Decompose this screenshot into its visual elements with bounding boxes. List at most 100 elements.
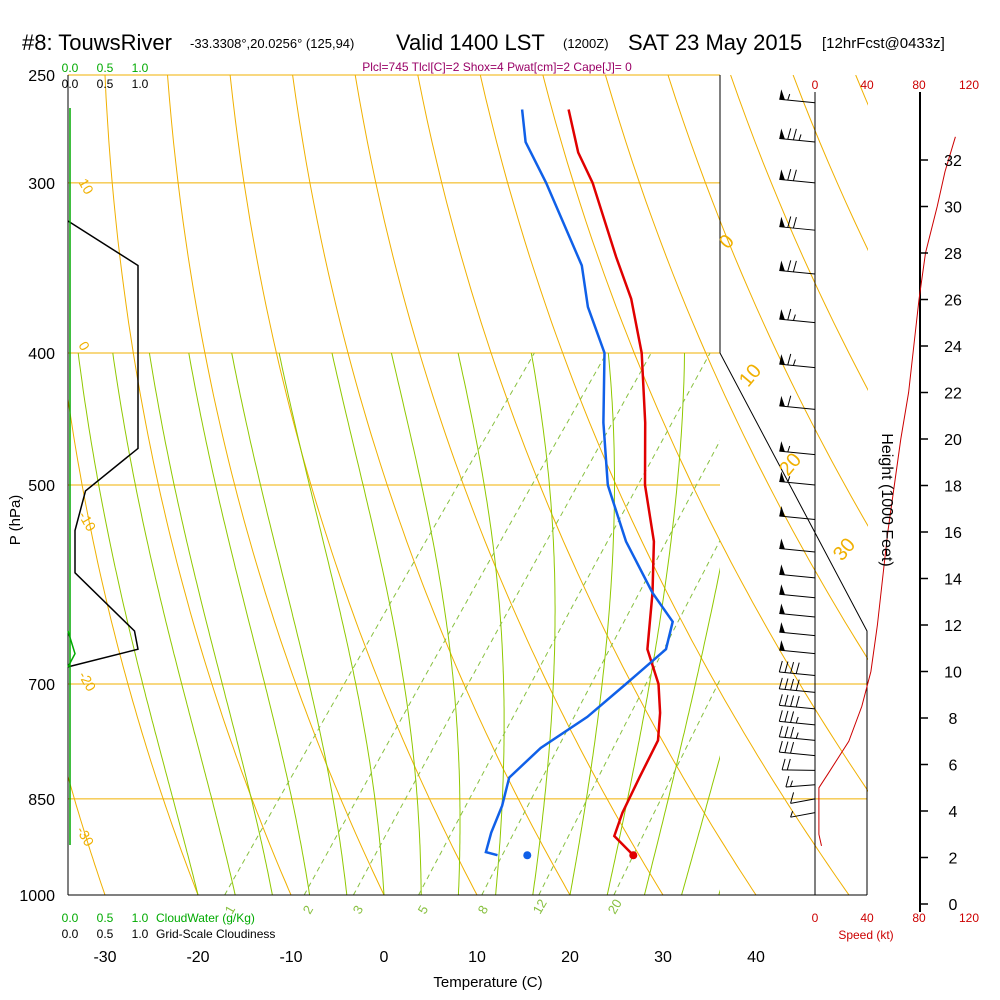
moist-adiabat-line — [681, 755, 720, 895]
dry-adiabats — [68, 75, 1000, 895]
surface-dewpoint-point — [523, 851, 532, 860]
moist-adiabat-line — [278, 352, 385, 895]
wind-barb — [779, 538, 816, 553]
height-tick-label: 22 — [944, 386, 962, 403]
temperature-tick-label: -20 — [186, 949, 209, 966]
speed-height-panel: 0246810121416182022242628303200404080801… — [812, 78, 980, 942]
moist-adiabat-line — [331, 352, 422, 895]
height-tick-label: 32 — [944, 153, 962, 170]
height-tick-label: 12 — [944, 618, 962, 635]
wind-barb — [778, 725, 816, 741]
wind-barb — [778, 710, 816, 726]
height-tick-label: 24 — [944, 339, 962, 356]
temperature-tick-label: 30 — [654, 949, 672, 966]
height-tick-label: 20 — [944, 432, 962, 449]
wind-barb — [779, 640, 816, 655]
cloudiness-panel — [67, 108, 139, 845]
cloud-scale-tick: 0.5 — [97, 911, 114, 925]
wind-barb — [779, 603, 816, 618]
plot-right-border — [719, 75, 868, 895]
mixing-ratio-label: 20 — [605, 896, 625, 916]
dry-adiabat-label: -20 — [75, 669, 99, 695]
mixing-ratio-lines — [224, 352, 720, 895]
wind-barb — [779, 216, 816, 231]
forecast-info: [12hrFcst@0433z] — [822, 35, 945, 52]
mixing-ratio-line — [303, 352, 608, 895]
sounding-profiles — [484, 109, 675, 860]
wind-barb — [779, 564, 816, 579]
sounding-parameters: Plcl=745 Tlcl[C]=2 Shox=4 Pwat[cm]=2 Cap… — [362, 60, 632, 74]
cloud-scale-tick: 1.0 — [132, 911, 149, 925]
dry-adiabat-line — [104, 75, 292, 895]
mixing-ratio-line — [418, 352, 711, 895]
cloud-scale-tick: 0.5 — [97, 77, 114, 91]
mixing-ratio-line — [481, 439, 720, 895]
cloudwater-label: CloudWater (g/Kg) — [156, 911, 255, 925]
cloudiness-line — [67, 220, 139, 668]
wind-barb — [785, 775, 816, 788]
cloud-scale-tick: 0.5 — [97, 61, 114, 75]
speed-tick-label: 80 — [912, 911, 926, 925]
dry-adiabat-line — [542, 75, 868, 792]
wind-barb — [779, 395, 816, 410]
moist-adiabat-line — [188, 352, 311, 895]
utc-time: (1200Z) — [563, 36, 609, 51]
height-tick-label: 4 — [949, 804, 958, 821]
moist-adiabats — [77, 352, 720, 895]
wind-barb — [778, 740, 816, 757]
chart-text: #8: TouwsRiver -33.3308°,20.0256° (125,94… — [7, 30, 945, 991]
station-title: #8: TouwsRiver — [22, 30, 172, 55]
temperature-profile-line — [567, 109, 662, 857]
station-coords: -33.3308°,20.0256° (125,94) — [190, 36, 354, 51]
wind-barb — [779, 471, 816, 486]
moist-adiabat-label: 10 — [735, 360, 766, 391]
height-tick-label: 30 — [944, 200, 962, 217]
height-tick-label: 16 — [944, 525, 962, 542]
cloud-scale-tick: 0.0 — [62, 61, 79, 75]
speed-tick-label: 40 — [860, 911, 874, 925]
pressure-tick-label: 250 — [28, 68, 55, 85]
speed-tick-label: 40 — [860, 78, 874, 92]
surface-temperature-point — [629, 851, 638, 860]
cloud-scale-tick: 0.0 — [62, 911, 79, 925]
mixing-ratio-label: 3 — [350, 903, 367, 917]
pressure-tick-label: 300 — [28, 176, 55, 193]
moist-adiabat-line — [148, 352, 273, 895]
mixing-ratio-label: 12 — [530, 896, 550, 916]
moist-adiabat-line — [390, 352, 461, 895]
wind-barb — [779, 169, 816, 184]
wind-barb — [779, 353, 816, 369]
dry-adiabat-line — [604, 75, 868, 661]
dry-adiabat-label: -30 — [73, 824, 97, 850]
cloudwater-line — [67, 630, 76, 668]
pressure-tick-label: 1000 — [19, 888, 55, 905]
height-tick-label: 18 — [944, 479, 962, 496]
dry-adiabat-line — [981, 75, 1000, 895]
moist-adiabat-line — [643, 567, 720, 895]
moist-adiabat-label: 30 — [829, 534, 860, 565]
moist-adiabat-line — [457, 352, 505, 895]
wind-barb — [790, 792, 816, 804]
speed-tick-label: 0 — [812, 911, 819, 925]
isobar-lines — [68, 74, 867, 896]
pressure-axis-label: P (hPa) — [7, 495, 24, 546]
temperature-tick-label: -30 — [93, 949, 116, 966]
temperature-tick-label: 20 — [561, 949, 579, 966]
pressure-tick-label: 700 — [28, 677, 55, 694]
moist-adiabat-line — [530, 352, 556, 895]
plot-frame — [67, 75, 868, 896]
height-tick-label: 10 — [944, 665, 962, 682]
mixing-ratio-label: 5 — [415, 903, 432, 917]
height-tick-label: 26 — [944, 293, 962, 310]
wind-barb — [779, 622, 816, 637]
moist-adiabat-line — [606, 352, 685, 895]
temperature-axis-label: Temperature (C) — [433, 974, 542, 991]
dry-adiabat-line — [68, 774, 106, 895]
cloud-scale-tick: 1.0 — [132, 77, 149, 91]
speed-tick-label: 120 — [959, 78, 979, 92]
temperature-tick-label: -10 — [279, 949, 302, 966]
speed-tick-label: 120 — [959, 911, 979, 925]
pressure-tick-label: 500 — [28, 478, 55, 495]
